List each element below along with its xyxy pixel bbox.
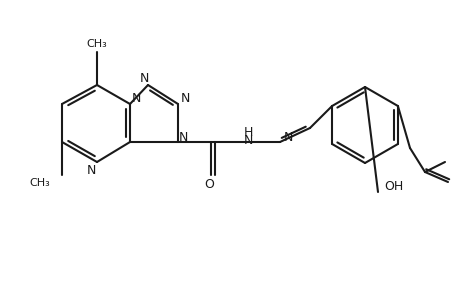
Text: N: N: [243, 134, 252, 146]
Text: N: N: [131, 92, 140, 104]
Text: N: N: [178, 130, 187, 143]
Text: CH₃: CH₃: [86, 39, 107, 49]
Text: N: N: [180, 92, 189, 104]
Text: N: N: [283, 130, 292, 143]
Text: N: N: [139, 71, 148, 85]
Text: N: N: [86, 164, 95, 176]
Text: H: H: [243, 125, 252, 139]
Text: O: O: [204, 178, 213, 190]
Text: CH₃: CH₃: [29, 178, 50, 188]
Text: OH: OH: [383, 181, 403, 194]
